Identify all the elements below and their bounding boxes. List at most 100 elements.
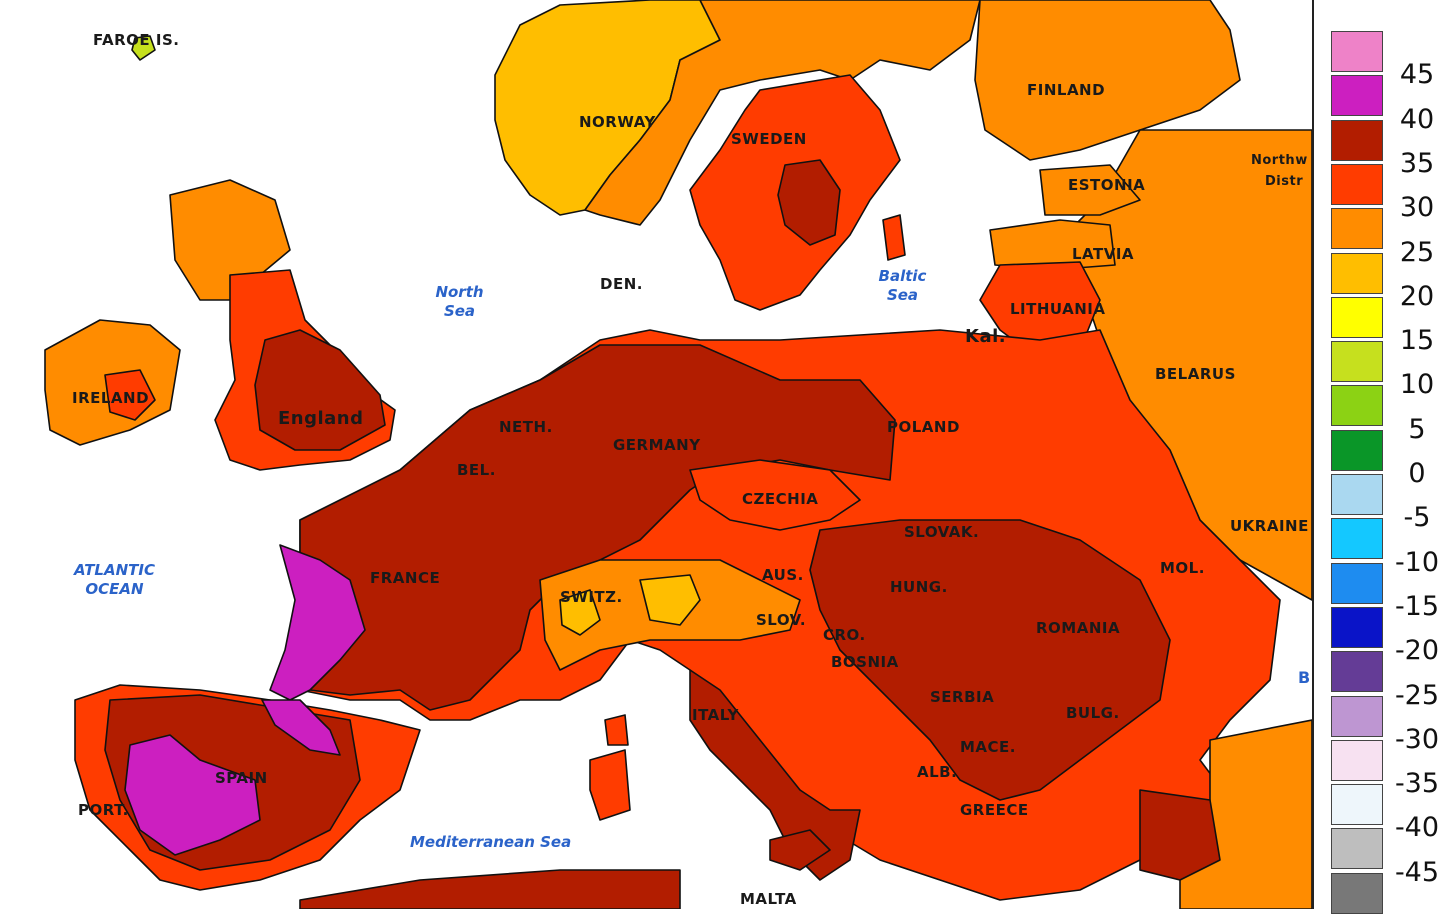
region-scandinavia-north [584, 0, 981, 226]
label-bulgaria: BULG. [1066, 704, 1120, 722]
legend-swatch [1331, 474, 1383, 515]
legend-tick-label: -25 [1394, 679, 1440, 711]
label-germany: GERMANY [613, 436, 701, 454]
label-black-sea-cut: B [1298, 668, 1311, 687]
legend-tick-label: 10 [1399, 369, 1435, 401]
legend-tick-label: -40 [1394, 812, 1440, 844]
region-england-hot [254, 329, 386, 451]
region-corsica [604, 714, 629, 746]
legend-tick-label: 40 [1399, 103, 1435, 135]
region-sweden-hot [777, 159, 841, 246]
region-north-africa [299, 869, 681, 909]
legend-tick-label: 20 [1399, 280, 1435, 312]
region-france-extreme [269, 544, 366, 701]
legend-swatch [1331, 429, 1383, 471]
label-switzerland: SWITZ. [560, 588, 623, 606]
label-greece: GREECE [960, 801, 1029, 819]
legend-swatch [1331, 31, 1383, 72]
label-portugal: PORT. [78, 801, 129, 819]
label-czechia: CZECHIA [742, 490, 819, 508]
label-atlantic-ocean: ATLANTIC OCEAN [74, 561, 155, 598]
label-malta: MALTA [740, 890, 797, 908]
label-macedonia: MACE. [960, 738, 1016, 756]
legend-tick-label: 30 [1399, 192, 1435, 224]
label-spain: SPAIN [215, 769, 268, 787]
label-netherlands: NETH. [499, 418, 553, 436]
region-faroe [131, 35, 156, 61]
label-slovakia: SLOVAK. [904, 523, 980, 541]
label-romania: ROMANIA [1036, 619, 1121, 637]
label-ireland: IRELAND [72, 389, 150, 407]
label-kaliningrad: Kal. [965, 326, 1007, 347]
label-austria: AUS. [762, 566, 804, 584]
temperature-map: FAROE IS. NORWAY SWEDEN FINLAND ESTONIA … [44, 0, 1312, 909]
label-bosnia: BOSNIA [831, 653, 899, 671]
label-croatia: CRO. [823, 626, 866, 644]
legend-tick-label: -20 [1394, 635, 1440, 667]
legend-swatch [1331, 872, 1383, 914]
region-alps-cold-2 [639, 574, 701, 626]
legend-swatch [1331, 75, 1383, 117]
legend-swatch [1331, 119, 1383, 161]
label-norway: NORWAY [579, 113, 656, 131]
region-sardinia [589, 749, 631, 821]
label-italy: ITALY [692, 706, 739, 724]
map-canvas [44, 0, 1312, 909]
legend-swatch [1331, 341, 1383, 383]
legend-tick-label: -10 [1394, 546, 1440, 578]
region-ireland-hot [104, 369, 156, 421]
legend-swatch [1331, 651, 1383, 693]
label-slovenia: SLOV. [756, 611, 807, 629]
legend-swatch [1331, 606, 1383, 648]
region-latvia [989, 219, 1116, 271]
region-southeast-hot [809, 519, 1171, 801]
label-northwest-district: Northw [1251, 153, 1308, 168]
legend-swatch [1331, 252, 1383, 294]
label-poland: POLAND [887, 418, 960, 436]
label-serbia: SERBIA [930, 688, 995, 706]
legend-swatch [1331, 296, 1383, 338]
label-baltic-sea: Baltic Sea [878, 267, 927, 304]
legend-tick-label: -5 [1403, 502, 1431, 534]
legend-tick-label: 25 [1399, 236, 1435, 268]
region-sicily [769, 829, 831, 871]
region-italy [689, 669, 861, 881]
region-alps-cold [559, 589, 601, 636]
label-north-sea: North Sea [435, 283, 484, 320]
legend-tick-label: 45 [1399, 59, 1435, 91]
label-albania: ALB. [917, 763, 958, 781]
legend-swatch [1331, 518, 1383, 560]
region-estonia [1039, 164, 1141, 216]
legend-swatch [1331, 695, 1383, 737]
region-biscay-extreme [261, 699, 341, 756]
region-gotland [882, 214, 906, 261]
label-latvia: LATVIA [1072, 245, 1135, 263]
label-denmark: DEN. [600, 275, 643, 293]
label-sweden: SWEDEN [731, 130, 807, 148]
legend-swatch [1331, 562, 1383, 604]
region-spain-extreme [124, 734, 261, 856]
legend-swatch [1331, 739, 1383, 781]
label-mediterranean-sea: Mediterranean Sea [410, 833, 572, 851]
label-england: England [278, 408, 364, 429]
legend-swatch [1331, 163, 1383, 205]
legend-swatch [1331, 784, 1383, 826]
label-france: FRANCE [370, 569, 441, 587]
legend-swatch [1331, 208, 1383, 250]
label-ukraine: UKRAINE [1230, 517, 1309, 535]
temperature-legend: 45 40 35 30 25 20 15 10 5 0 -5 -10 -15 -20 -25 -30 -35 -4… [1312, 0, 1446, 914]
legend-tick-label: -45 [1394, 856, 1440, 888]
label-faroe: FAROE IS. [93, 31, 180, 49]
label-belarus: BELARUS [1155, 365, 1236, 383]
label-lithuania: LITHUANIA [1010, 300, 1106, 318]
legend-tick-label: 5 [1408, 413, 1426, 445]
legend-swatch [1331, 828, 1383, 870]
legend-tick-label: 35 [1399, 147, 1435, 179]
label-estonia: ESTONIA [1068, 176, 1146, 194]
region-anatolia-hot [1139, 789, 1221, 881]
region-czechia-edge [689, 459, 861, 531]
label-belgium: BEL. [457, 461, 496, 479]
label-finland: FINLAND [1027, 81, 1106, 99]
legend-tick-label: 0 [1408, 458, 1426, 489]
legend-tick-label: -35 [1394, 768, 1440, 800]
